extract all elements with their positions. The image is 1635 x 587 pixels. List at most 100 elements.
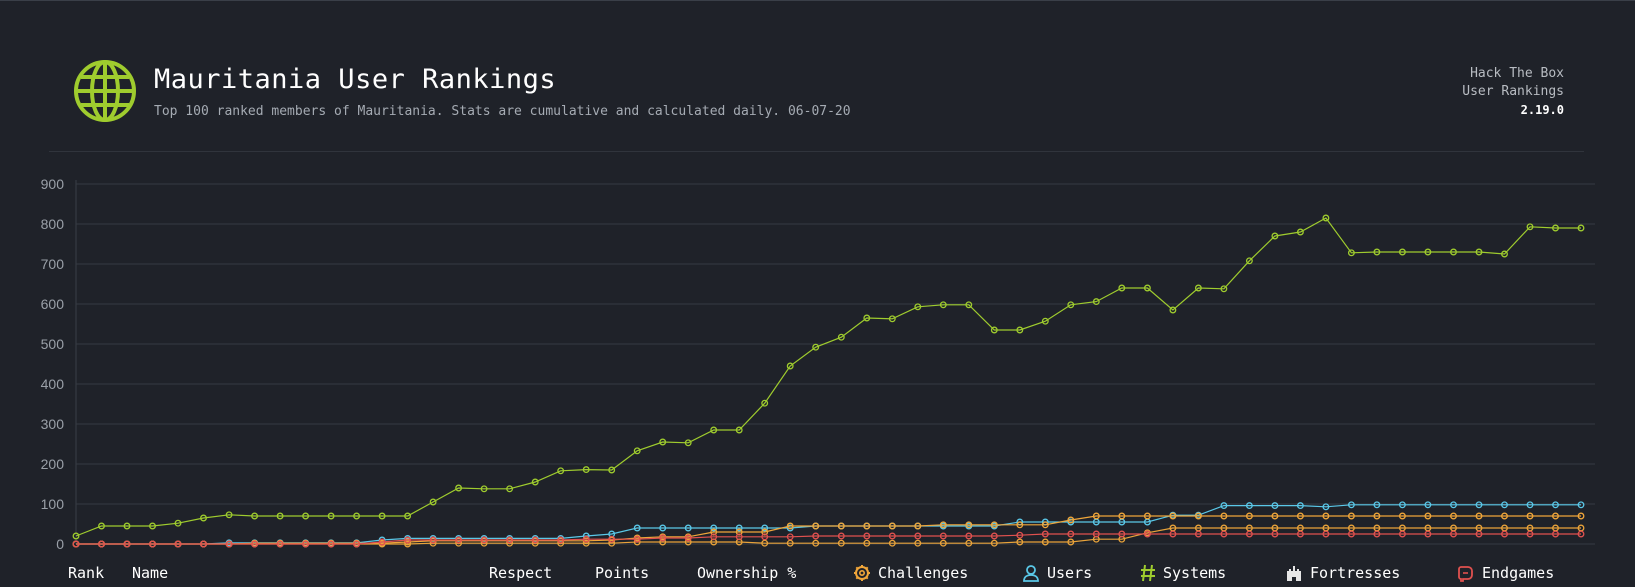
data-point bbox=[1016, 326, 1024, 334]
data-point bbox=[684, 534, 692, 542]
data-point bbox=[1296, 530, 1304, 538]
data-point bbox=[633, 535, 641, 543]
data-point bbox=[1373, 530, 1381, 538]
data-point bbox=[72, 532, 80, 540]
data-point bbox=[735, 524, 743, 532]
column-fortresses[interactable]: Fortresses bbox=[1285, 564, 1400, 582]
data-point bbox=[582, 466, 590, 474]
data-point bbox=[582, 535, 590, 543]
data-point bbox=[1398, 501, 1406, 509]
data-point bbox=[735, 533, 743, 541]
data-point bbox=[1347, 249, 1355, 257]
data-point bbox=[174, 540, 182, 548]
data-point bbox=[1424, 248, 1432, 256]
data-point bbox=[1118, 512, 1126, 520]
data-point bbox=[990, 539, 998, 547]
rankings-line-chart: 0 100 200 300 400 500 600 700 800 900 bbox=[41, 176, 1595, 552]
y-tick-label: 600 bbox=[41, 296, 65, 312]
data-point bbox=[1245, 530, 1253, 538]
data-point bbox=[1067, 530, 1075, 538]
data-point bbox=[1067, 301, 1075, 309]
column-points[interactable]: Points bbox=[595, 564, 650, 582]
data-point bbox=[1373, 512, 1381, 520]
data-point bbox=[659, 538, 667, 546]
column-ownership[interactable]: Ownership % bbox=[697, 564, 797, 582]
data-point bbox=[914, 539, 922, 547]
data-point bbox=[1322, 503, 1330, 511]
data-point bbox=[123, 540, 131, 548]
data-point bbox=[1067, 538, 1075, 546]
data-point bbox=[990, 532, 998, 540]
data-point bbox=[990, 326, 998, 334]
data-point bbox=[1526, 512, 1534, 520]
data-point bbox=[1016, 521, 1024, 529]
data-point bbox=[939, 301, 947, 309]
column-challenges[interactable]: Challenges bbox=[853, 564, 968, 582]
data-point bbox=[531, 536, 539, 544]
data-point bbox=[455, 484, 463, 492]
data-point bbox=[1475, 530, 1483, 538]
data-point bbox=[965, 301, 973, 309]
data-point bbox=[1169, 512, 1177, 520]
data-point bbox=[404, 540, 412, 548]
column-endgames[interactable]: Endgames bbox=[1457, 564, 1554, 582]
data-point bbox=[251, 540, 259, 548]
column-name[interactable]: Name bbox=[132, 564, 169, 582]
data-point bbox=[812, 532, 820, 540]
data-point bbox=[786, 533, 794, 541]
data-point bbox=[1296, 512, 1304, 520]
page-subtitle: Top 100 ranked members of Mauritania. St… bbox=[154, 104, 851, 119]
data-point bbox=[1245, 257, 1253, 265]
column-users[interactable]: Users bbox=[1022, 564, 1092, 582]
data-point bbox=[429, 536, 437, 544]
series-line-0 bbox=[75, 217, 1581, 537]
data-point bbox=[863, 314, 871, 322]
castle-icon bbox=[1287, 566, 1301, 581]
data-point bbox=[1577, 530, 1585, 538]
data-point bbox=[761, 533, 769, 541]
data-point bbox=[761, 539, 769, 547]
data-point bbox=[557, 536, 565, 544]
data-point bbox=[812, 343, 820, 351]
data-point bbox=[1552, 501, 1559, 509]
data-point bbox=[1143, 530, 1151, 538]
data-point bbox=[1501, 501, 1508, 509]
data-point bbox=[684, 538, 692, 546]
data-point bbox=[404, 512, 412, 520]
data-point bbox=[837, 539, 845, 547]
brand-line-2: User Rankings bbox=[1462, 84, 1564, 99]
data-point bbox=[914, 303, 922, 311]
globe-icon bbox=[74, 60, 136, 122]
data-point bbox=[1526, 530, 1534, 538]
data-point bbox=[888, 522, 896, 530]
data-point bbox=[1398, 248, 1406, 256]
column-respect[interactable]: Respect bbox=[489, 564, 553, 582]
data-point bbox=[480, 536, 488, 544]
data-point bbox=[1092, 512, 1100, 520]
data-point bbox=[1424, 512, 1432, 520]
data-point bbox=[1220, 530, 1228, 538]
column-systems[interactable]: Systems bbox=[1140, 564, 1226, 582]
data-point bbox=[837, 522, 845, 530]
data-point bbox=[1041, 530, 1049, 538]
data-point bbox=[837, 333, 845, 341]
data-point bbox=[1424, 530, 1432, 538]
data-point bbox=[1526, 501, 1534, 509]
data-point bbox=[1577, 512, 1585, 520]
y-tick-label: 700 bbox=[41, 256, 65, 272]
column-rank[interactable]: Rank bbox=[68, 564, 105, 582]
data-point bbox=[225, 540, 233, 548]
data-point bbox=[506, 536, 514, 544]
data-point bbox=[1501, 512, 1508, 520]
data-point bbox=[735, 528, 743, 536]
data-point bbox=[1347, 512, 1355, 520]
data-point bbox=[633, 447, 641, 455]
data-point bbox=[1041, 521, 1049, 529]
data-point bbox=[1552, 224, 1559, 232]
data-point bbox=[1169, 530, 1177, 538]
data-point bbox=[1067, 516, 1075, 524]
data-point bbox=[1450, 248, 1457, 256]
data-point bbox=[1450, 501, 1457, 509]
data-point bbox=[1347, 530, 1355, 538]
data-point bbox=[965, 532, 973, 540]
